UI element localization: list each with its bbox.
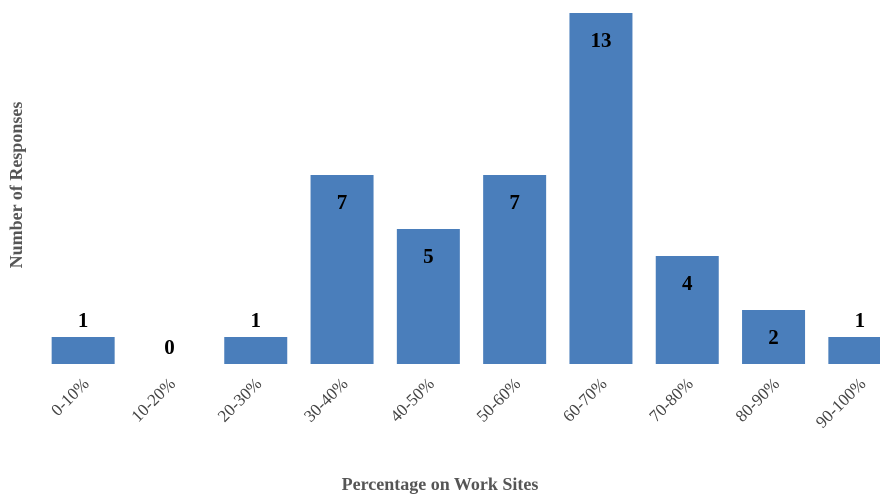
x-tick-label: 10-20% [128,374,179,425]
value-label: 1 [78,308,89,332]
x-tick-label: 40-50% [386,374,437,425]
x-tick-label: 90-100% [812,374,870,432]
value-label: 1 [855,308,866,332]
x-tick-label: 80-90% [732,374,783,425]
value-label: 0 [164,335,175,359]
value-label: 13 [590,28,611,52]
bar [828,337,880,364]
x-tick-label: 30-40% [300,374,351,425]
bar [483,175,547,364]
bar [224,337,288,364]
value-label: 5 [423,244,434,268]
y-axis-title: Number of Responses [6,102,26,269]
x-tick-label: 0-10% [47,374,92,419]
value-label: 1 [251,308,262,332]
bar [569,13,633,364]
x-tick-label: 50-60% [473,374,524,425]
value-label: 7 [337,190,348,214]
bar [655,256,719,364]
x-tick-label: 60-70% [559,374,610,425]
bar [310,175,374,364]
value-label: 4 [682,271,693,295]
x-tick-label: 20-30% [214,374,265,425]
bar [396,229,460,364]
x-axis-title: Percentage on Work Sites [342,474,539,494]
value-label: 2 [768,325,779,349]
value-label: 7 [509,190,520,214]
bar [742,310,806,364]
bar [51,337,115,364]
x-tick-label: 70-80% [645,374,696,425]
